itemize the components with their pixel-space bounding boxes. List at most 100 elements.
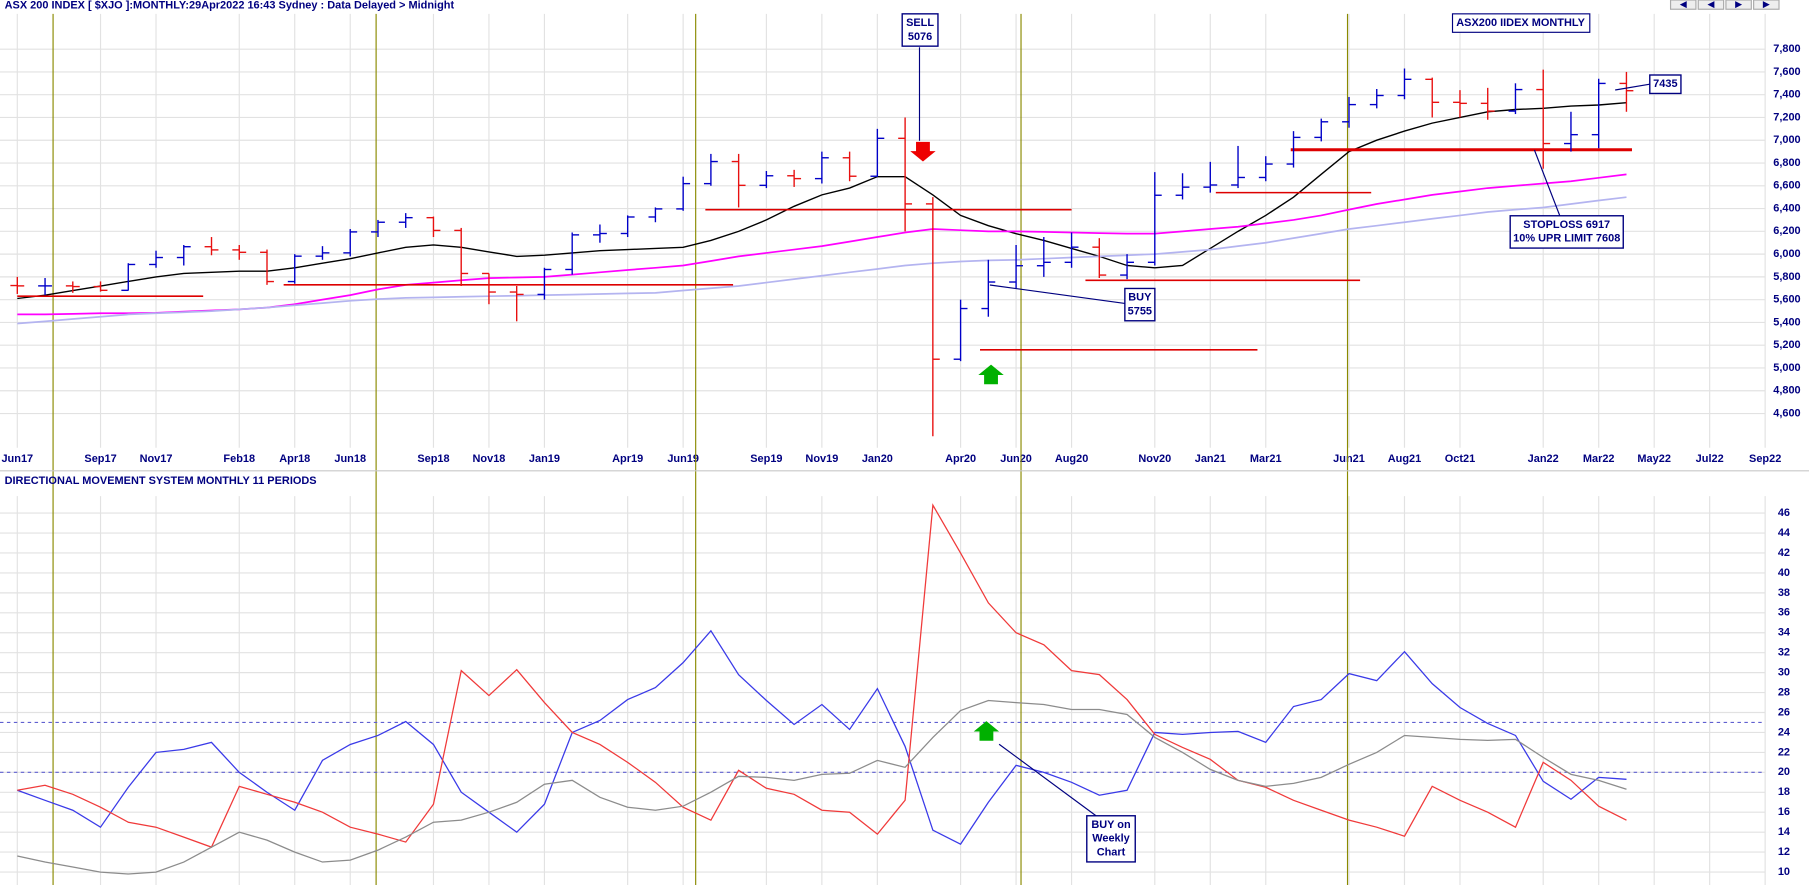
series-line [17,196,1627,325]
y-tick-label: 40 [1778,567,1790,579]
x-tick-label: May22 [1637,453,1670,465]
grid-layer: 4,600 4,800 5,000 5,200 5,400 5,600 5,800 6,000… [0,13,1801,885]
y-tick-label: 18 [1778,786,1790,798]
x-tick-label: Jul22 [1696,453,1724,465]
annotation-leader [1615,83,1650,91]
x-tick-label: Aug21 [1388,453,1421,465]
x-tick-label: Apr19 [612,453,643,465]
annotation-leader [1533,149,1561,216]
y-tick-label: 7,400 [1773,89,1800,101]
nav-buttons [1669,0,1780,10]
annotation-leader [998,743,1097,817]
annotation-text: 5755 [1128,305,1152,317]
x-tick-label: Jun21 [1333,453,1365,465]
y-tick-label: 10 [1778,866,1790,878]
panel-title: DIRECTIONAL MOVEMENT SYSTEM MONTHLY 11 P… [5,475,317,487]
x-tick-label: Nov19 [805,453,838,465]
y-tick-label: 26 [1778,706,1790,718]
x-tick-label: Jan19 [529,453,560,465]
annotation-text: Chart [1097,847,1126,859]
y-tick-label: 42 [1778,547,1790,559]
y-tick-label: 30 [1778,667,1790,679]
annotation-text: SELL [906,17,934,29]
y-tick-label: 20 [1778,766,1790,778]
y-tick-label: 22 [1778,746,1790,758]
x-tick-label: Nov20 [1138,453,1171,465]
x-tick-label: Mar22 [1583,453,1615,465]
x-tick-label: Oct21 [1445,453,1475,465]
x-tick-label: Sep17 [84,453,116,465]
x-tick-label: Mar21 [1250,453,1282,465]
y-tick-label: 12 [1778,846,1790,858]
y-tick-label: 36 [1778,607,1790,619]
y-tick-label: 7,000 [1773,134,1800,146]
chart-title: ASX 200 INDEX [ $XJO ]:MONTHLY:29Apr2022… [5,0,455,12]
y-tick-label: 6,000 [1773,248,1800,260]
y-tick-label: 46 [1778,507,1790,519]
buy-arrow [973,721,1000,741]
series-line [17,102,1627,300]
y-tick-label: 4,800 [1773,385,1800,397]
y-tick-label: 6,600 [1773,180,1800,192]
annotation-text: 7435 [1653,78,1677,90]
annotation-text: BUY [1128,292,1152,304]
buy-arrow [978,364,1004,385]
cycle-lines [52,13,1349,885]
annotation-text: Weekly [1092,833,1130,845]
label-box [1451,13,1591,33]
y-tick-label: 7,600 [1773,66,1800,78]
annotation-leader [989,284,1125,305]
sell-arrow [910,141,936,162]
x-tick-label: Sep22 [1749,453,1781,465]
y-tick-label: 34 [1778,627,1791,639]
y-tick-label: 5,800 [1773,271,1800,283]
y-tick-label: 5,000 [1773,362,1800,374]
y-tick-label: 16 [1778,806,1790,818]
x-tick-label: Jun19 [667,453,699,465]
x-tick-label: Jun17 [1,453,33,465]
x-tick-label: Sep19 [750,453,782,465]
annotation-box [901,13,939,47]
annotation-box [1124,287,1156,322]
x-tick-label: Apr20 [945,453,976,465]
y-tick-label: 44 [1778,527,1791,539]
x-tick-label: Nov17 [140,453,173,465]
y-tick-label: 5,600 [1773,294,1800,306]
annotation-text: 5076 [908,31,932,43]
x-tick-label: Jan21 [1195,453,1226,465]
x-tick-label: Nov18 [473,453,506,465]
y-tick-label: 14 [1778,826,1791,838]
y-tick-label: 5,200 [1773,339,1800,351]
y-tick-label: 7,800 [1773,43,1800,55]
y-tick-label: 28 [1778,686,1790,698]
y-tick-label: 24 [1778,726,1791,738]
y-tick-label: 7,200 [1773,111,1800,123]
x-tick-label: Jun18 [334,453,366,465]
label-box-text: ASX200 IIDEX MONTHLY [1456,17,1585,29]
x-tick-label: Jan20 [862,453,893,465]
series-line [17,629,1627,845]
x-tick-label: Feb18 [223,453,255,465]
annotation-text: STOPLOSS 6917 [1523,219,1610,231]
x-tick-label: Apr18 [279,453,310,465]
series-line [17,503,1627,848]
annotation-box [1086,815,1136,863]
marks-layer [0,68,1766,875]
y-tick-label: 32 [1778,647,1790,659]
annotation-box [1649,74,1682,95]
y-tick-label: 4,600 [1773,407,1800,419]
x-tick-label: Sep18 [417,453,449,465]
y-tick-label: 6,400 [1773,202,1800,214]
y-tick-label: 5,400 [1773,316,1800,328]
y-tick-label: 38 [1778,587,1790,599]
y-tick-label: 6,800 [1773,157,1800,169]
x-tick-label: Jun20 [1000,453,1032,465]
series-line [17,699,1627,875]
x-tick-label: Jan22 [1528,453,1559,465]
annotation-box [1509,215,1624,249]
x-tick-label: Aug20 [1055,453,1088,465]
annotation-text: 10% UPR LIMIT 7608 [1513,233,1620,245]
annotation-text: BUY on [1091,819,1131,831]
